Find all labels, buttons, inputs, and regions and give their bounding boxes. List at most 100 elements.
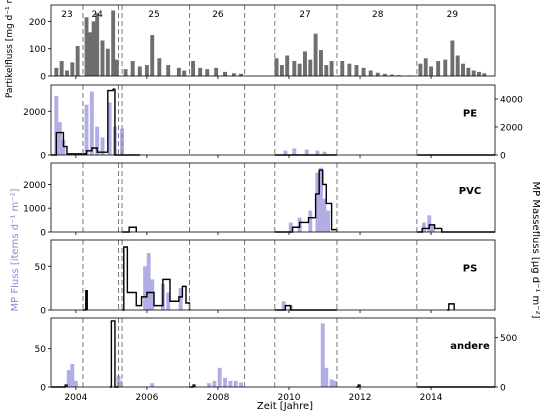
bar-pe-0-3 (84, 104, 89, 155)
bar-pe-0-6 (100, 137, 105, 155)
bar-partikelfluss-0-36 (313, 33, 318, 76)
bar-pvc-0-6 (326, 210, 331, 232)
bar-partikelfluss-0-0 (54, 67, 59, 76)
bar-partikelfluss-0-32 (292, 60, 297, 76)
bar-andere-0-0 (66, 370, 71, 387)
panel-frame-pe (50, 84, 496, 156)
y-tick-label-andere-1: 50 (35, 345, 47, 355)
bar-pe-0-10 (283, 150, 288, 156)
x-tick-label-3: 2010 (278, 393, 301, 403)
bar-partikelfluss-0-51 (423, 58, 428, 76)
left-group-axis-label: MP Fluss [items d⁻¹ m⁻²] (10, 188, 21, 311)
bar-partikelfluss-0-43 (361, 67, 366, 76)
bar-pvc-0-9 (430, 224, 435, 232)
y-tick-label-ps-0: 0 (40, 307, 46, 317)
step-line-pvc-3 (416, 224, 495, 233)
bar-partikelfluss-0-58 (466, 67, 471, 76)
bar-partikelfluss-0-28 (239, 73, 243, 76)
x-tick-label-0: 2004 (64, 393, 87, 403)
step-line-ps-4 (447, 303, 455, 311)
bar-partikelfluss-0-39 (329, 60, 334, 76)
bar-pe-0-14 (322, 151, 327, 155)
bar-pe-0-13 (315, 150, 320, 156)
y-tick-label-pvc-1: 1000 (23, 205, 46, 215)
bar-pvc-0-7 (422, 222, 426, 232)
bar-partikelfluss-0-5 (84, 17, 89, 76)
x-axis-label: Zeit [Jahre] (257, 401, 313, 412)
bar-partikelfluss-0-8 (95, 13, 100, 77)
bar-andere-0-5 (150, 383, 155, 387)
bar-partikelfluss-0-57 (461, 63, 465, 76)
bar-partikelfluss-0-38 (324, 65, 329, 76)
bar-andere-0-9 (223, 377, 227, 387)
step-line-ps-1 (82, 290, 88, 311)
x-tick-label-2: 2008 (206, 393, 229, 403)
deployment-label-1: 24 (91, 10, 103, 20)
y-tick-label-andere-0: 0 (40, 384, 46, 394)
bar-partikelfluss-0-14 (130, 60, 135, 76)
bar-partikelfluss-0-9 (100, 40, 105, 76)
bar-partikelfluss-0-7 (91, 21, 96, 77)
bar-partikelfluss-0-40 (340, 60, 345, 76)
bar-partikelfluss-0-21 (182, 70, 187, 76)
y-tick-label-pvc-0: 0 (40, 229, 46, 239)
panel-frame-andere (50, 317, 496, 388)
bar-partikelfluss-0-41 (347, 63, 352, 76)
bar-andere-0-6 (207, 383, 212, 387)
bar-partikelfluss-0-45 (375, 72, 380, 76)
y2-tick-label-andere-1: 500 (500, 334, 517, 344)
bar-partikelfluss-0-2 (65, 70, 69, 76)
deployment-label-4: 27 (299, 10, 310, 20)
bar-partikelfluss-0-55 (450, 40, 455, 76)
bar-andere-0-11 (233, 380, 238, 387)
bar-partikelfluss-0-3 (70, 62, 75, 76)
bar-partikelfluss-0-10 (105, 48, 110, 76)
bar-partikelfluss-0-12 (114, 59, 119, 76)
bar-andere-0-14 (324, 367, 329, 387)
step-line-ps-2 (122, 246, 191, 311)
panel-frame-ps (50, 239, 496, 311)
bar-andere-0-12 (239, 382, 243, 387)
bar-andere-0-16 (333, 380, 338, 387)
deployment-label-0: 23 (61, 10, 72, 20)
panel-label-ps: PS (463, 264, 478, 275)
panel-partikelfluss: 0 100 200 Partikelfluss [mg d⁻¹ m⁻²] 23 24 25 2… (5, 0, 496, 98)
step-line-pvc-2 (274, 169, 338, 233)
bar-ps-0-4 (166, 292, 171, 310)
bar-pvc-0-2 (308, 210, 313, 232)
bar-partikelfluss-0-20 (176, 67, 181, 76)
y-tick-label-pe-1: 2000 (23, 108, 46, 118)
bar-partikelfluss-0-30 (279, 65, 284, 76)
bar-partikelfluss-0-6 (88, 32, 93, 76)
bar-pe-0-12 (304, 149, 309, 155)
panel-label-pvc: PVC (459, 186, 481, 197)
bar-partikelfluss-0-23 (198, 67, 203, 76)
bar-partikelfluss-0-50 (418, 63, 423, 76)
step-line-pvc-1 (122, 226, 137, 233)
bar-ps-0-1 (146, 253, 151, 311)
bar-andere-0-7 (212, 380, 217, 387)
bar-partikelfluss-0-18 (157, 58, 162, 76)
bar-partikelfluss-0-42 (354, 65, 359, 76)
bar-partikelfluss-0-19 (166, 65, 171, 76)
step-line-pe-1 (51, 88, 140, 156)
panel-pe: 0 2000 0 2000 4000 PE (23, 84, 523, 162)
bar-pe-0-1 (57, 122, 62, 155)
bar-pvc-0-5 (322, 198, 327, 232)
y-tick-label-partikelfluss-2: 200 (29, 18, 46, 28)
panel-ps: 0 50 PS (35, 239, 496, 317)
bar-partikelfluss-0-52 (429, 66, 434, 76)
bar-pe-0-4 (89, 91, 94, 155)
bar-partikelfluss-0-46 (382, 73, 387, 76)
y2-tick-label-pe-2: 4000 (500, 96, 523, 106)
bar-partikelfluss-0-54 (443, 59, 448, 76)
bar-partikelfluss-0-34 (303, 51, 307, 76)
bar-partikelfluss-0-1 (59, 60, 64, 76)
deployment-label-2: 25 (148, 10, 159, 20)
bar-partikelfluss-0-27 (231, 73, 236, 76)
panel-frame-partikelfluss (50, 4, 496, 77)
right-group-axis-label: MP Massefluss [µg d⁻¹ m⁻²] (530, 182, 540, 319)
y-tick-label-partikelfluss-0: 0 (40, 73, 46, 83)
bar-partikelfluss-0-25 (214, 67, 219, 76)
